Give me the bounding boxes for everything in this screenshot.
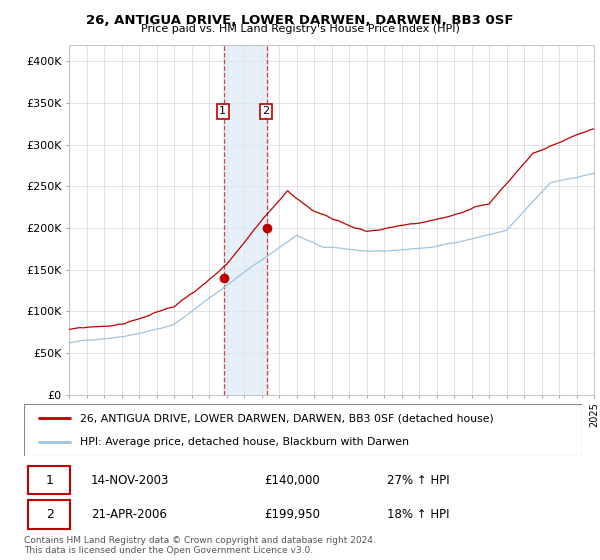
Text: Price paid vs. HM Land Registry's House Price Index (HPI): Price paid vs. HM Land Registry's House …: [140, 24, 460, 34]
Text: 1: 1: [220, 106, 226, 116]
Text: 18% ↑ HPI: 18% ↑ HPI: [387, 508, 449, 521]
Text: 14-NOV-2003: 14-NOV-2003: [91, 474, 169, 487]
Text: 1: 1: [46, 474, 53, 487]
Text: 26, ANTIGUA DRIVE, LOWER DARWEN, DARWEN, BB3 0SF (detached house): 26, ANTIGUA DRIVE, LOWER DARWEN, DARWEN,…: [80, 413, 494, 423]
Text: 2: 2: [46, 508, 53, 521]
FancyBboxPatch shape: [24, 404, 582, 456]
FancyBboxPatch shape: [28, 466, 70, 494]
Text: £140,000: £140,000: [264, 474, 320, 487]
Text: HPI: Average price, detached house, Blackburn with Darwen: HPI: Average price, detached house, Blac…: [80, 437, 409, 447]
Text: 21-APR-2006: 21-APR-2006: [91, 508, 167, 521]
Text: Contains HM Land Registry data © Crown copyright and database right 2024.
This d: Contains HM Land Registry data © Crown c…: [24, 536, 376, 556]
Bar: [224, 45, 267, 395]
Text: £199,950: £199,950: [264, 508, 320, 521]
Text: 27% ↑ HPI: 27% ↑ HPI: [387, 474, 449, 487]
Text: 26, ANTIGUA DRIVE, LOWER DARWEN, DARWEN, BB3 0SF: 26, ANTIGUA DRIVE, LOWER DARWEN, DARWEN,…: [86, 14, 514, 27]
Text: 2: 2: [262, 106, 269, 116]
FancyBboxPatch shape: [28, 500, 70, 529]
